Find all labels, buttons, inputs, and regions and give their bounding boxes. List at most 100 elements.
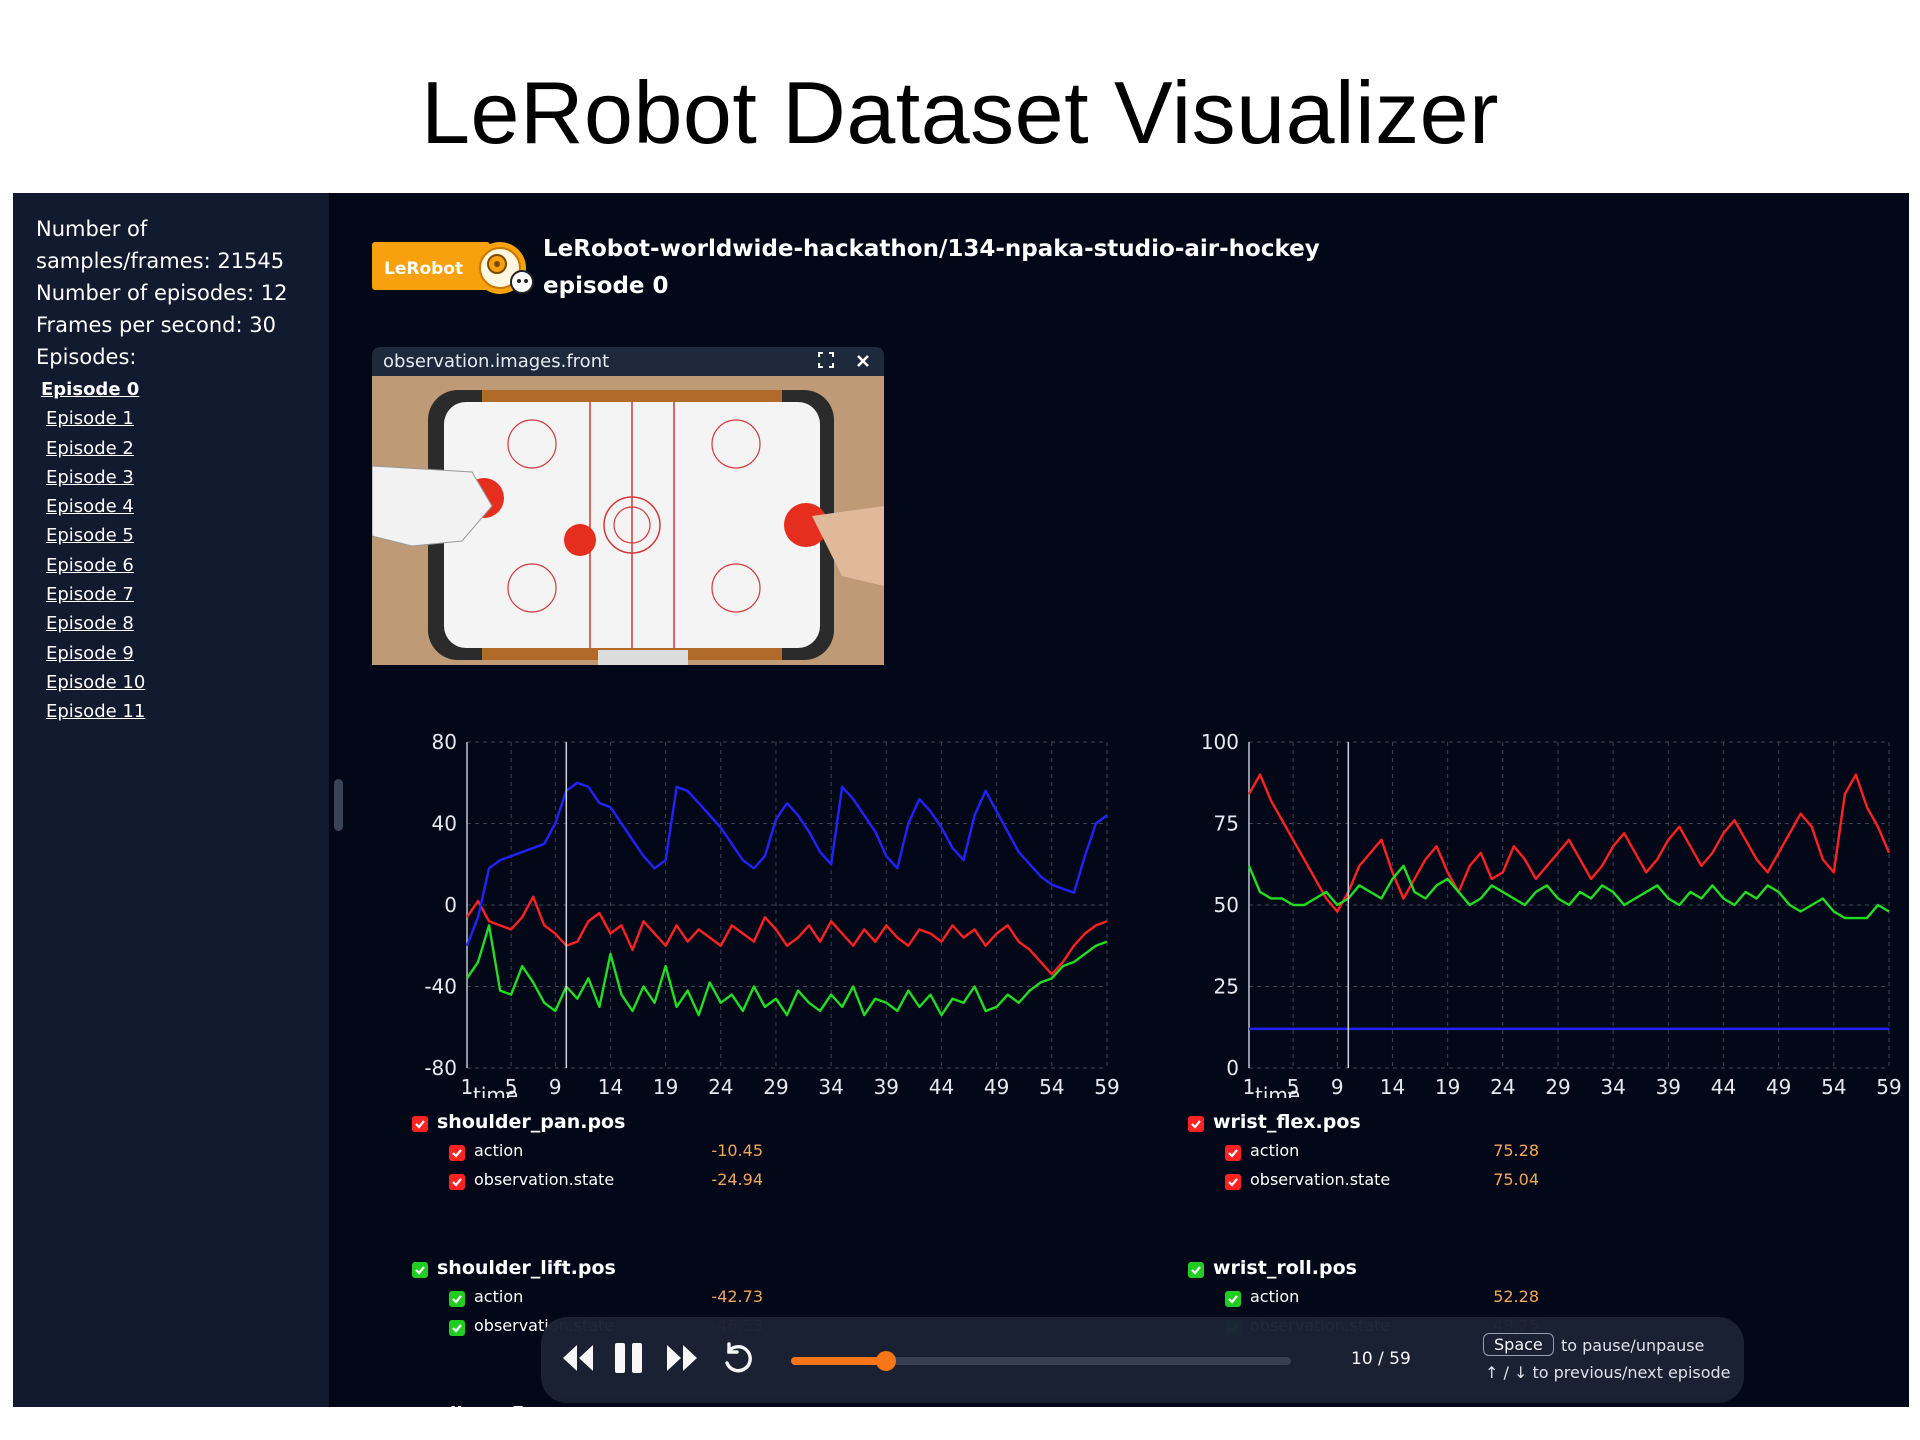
x-tick-label: 44 <box>929 1075 954 1098</box>
checkbox[interactable] <box>1188 1262 1204 1278</box>
video-titlebar: observation.images.front <box>372 347 884 376</box>
arrow-down-icon: ↓ <box>1513 1363 1528 1382</box>
visualizer-app: Number of samples/frames: 21545 Number o… <box>13 193 1909 1407</box>
episode-link[interactable]: Episode 7 <box>46 584 134 606</box>
y-tick-label: 80 <box>432 730 457 754</box>
x-tick-label: 54 <box>1821 1075 1846 1098</box>
legend-series-value: -42.73 <box>711 1287 763 1306</box>
series-line <box>466 924 1108 1017</box>
x-tick-label: 59 <box>1094 1075 1119 1098</box>
fullscreen-icon[interactable] <box>818 348 835 377</box>
legend-series-value: 52.28 <box>1493 1287 1539 1306</box>
series-line <box>1247 773 1891 913</box>
sidebar: Number of samples/frames: 21545 Number o… <box>13 193 329 1407</box>
close-icon[interactable] <box>856 348 870 377</box>
episode-link[interactable]: Episode 6 <box>46 554 134 576</box>
legend-group-label: wrist_flex.pos <box>1213 1111 1361 1133</box>
x-tick-label: 14 <box>598 1075 623 1098</box>
samples-label: Number of <box>36 217 148 241</box>
episode-link[interactable]: Episode 2 <box>46 437 134 459</box>
x-tick-label: 19 <box>653 1075 678 1098</box>
x-tick-label: 29 <box>1545 1075 1570 1098</box>
y-tick-label: -80 <box>424 1056 457 1080</box>
legend-group-label: shoulder_pan.pos <box>437 1111 626 1133</box>
episode-link[interactable]: Episode 10 <box>46 671 146 693</box>
legend-series-value: -24.94 <box>711 1170 763 1189</box>
restart-icon[interactable] <box>721 1341 755 1380</box>
x-tick-label: 1 <box>1243 1075 1256 1098</box>
samples-count: samples/frames: 21545 <box>36 249 285 273</box>
x-tick-label: 9 <box>1331 1075 1344 1098</box>
legend-series-value: 75.28 <box>1493 1141 1539 1160</box>
legend-left: shoulder_pan.pos action -10.45 observation.… <box>412 1111 813 1407</box>
playback-bar: 10 / 59 Space to pause/unpause ↑ / ↓ to … <box>541 1317 1744 1403</box>
y-tick-label: 50 <box>1214 893 1239 917</box>
video-frame[interactable] <box>372 376 884 665</box>
episode-link[interactable]: Episode 0 <box>41 379 140 400</box>
x-tick-label: 44 <box>1711 1075 1736 1098</box>
x-tick-label: 49 <box>984 1075 1009 1098</box>
legend-series-label: observation.state <box>1250 1170 1391 1189</box>
series-line <box>465 781 1108 947</box>
progress-track[interactable] <box>791 1351 1291 1371</box>
checkbox[interactable] <box>1225 1174 1241 1190</box>
rewind-icon[interactable] <box>561 1343 595 1378</box>
video-panel: observation.images.front <box>372 347 884 665</box>
legend-series-value: -10.45 <box>711 1141 763 1160</box>
checkbox[interactable] <box>412 1116 428 1132</box>
checkbox[interactable] <box>412 1262 428 1278</box>
y-tick-label: 40 <box>432 812 457 836</box>
episode-link[interactable]: Episode 1 <box>46 408 134 430</box>
checkbox[interactable] <box>449 1174 465 1190</box>
x-tick-label: 29 <box>763 1075 788 1098</box>
fast-forward-icon[interactable] <box>665 1343 699 1378</box>
checkbox[interactable] <box>449 1320 465 1336</box>
episodes-count: Number of episodes: 12 <box>36 281 288 305</box>
x-tick-label: 24 <box>708 1075 733 1098</box>
episode-list: Episode 0 Episode 1 Episode 2 Episode 3 Epis… <box>41 375 145 727</box>
x-axis-label: time <box>473 1083 518 1098</box>
pause-icon[interactable] <box>613 1341 645 1380</box>
checkbox[interactable] <box>1225 1145 1241 1161</box>
dataset-header: LeRobot-worldwide-hackathon/134-npaka-st… <box>543 231 1320 305</box>
x-axis-label: time <box>1255 1083 1300 1098</box>
repo-name: LeRobot-worldwide-hackathon/134-npaka-st… <box>543 236 1320 262</box>
episode-link[interactable]: Episode 5 <box>46 525 134 547</box>
page-title: LeRobot Dataset Visualizer <box>421 63 1499 162</box>
progress-thumb[interactable] <box>876 1351 896 1371</box>
y-tick-label: -40 <box>424 975 457 999</box>
arrow-up-icon: ↑ <box>1485 1363 1499 1382</box>
y-tick-label: 25 <box>1214 975 1239 999</box>
x-tick-label: 54 <box>1039 1075 1064 1098</box>
y-tick-label: 0 <box>1226 1056 1239 1080</box>
checkbox[interactable] <box>1225 1291 1241 1307</box>
x-tick-label: 14 <box>1380 1075 1405 1098</box>
episode-link[interactable]: Episode 9 <box>46 642 134 664</box>
x-tick-label: 59 <box>1876 1075 1901 1098</box>
legend-group-label: elbow_flex <box>437 1403 549 1407</box>
x-tick-label: 24 <box>1490 1075 1515 1098</box>
x-tick-label: 9 <box>549 1075 562 1098</box>
x-tick-label: 34 <box>1600 1075 1625 1098</box>
episode-link[interactable]: Episode 3 <box>46 466 134 488</box>
episode-link[interactable]: Episode 4 <box>46 496 134 518</box>
sidebar-resize-handle[interactable] <box>334 779 343 831</box>
y-tick-label: 0 <box>444 893 457 917</box>
x-tick-label: 5 <box>505 1075 518 1098</box>
fps-value: Frames per second: 30 <box>36 313 276 337</box>
checkbox[interactable] <box>1188 1116 1204 1132</box>
x-tick-label: 5 <box>1287 1075 1300 1098</box>
lerobot-logo: LeRobot <box>372 240 542 296</box>
checkbox[interactable] <box>449 1145 465 1161</box>
x-tick-label: 1 <box>461 1075 474 1098</box>
x-tick-label: 39 <box>1656 1075 1681 1098</box>
episode-link[interactable]: Episode 8 <box>46 613 134 635</box>
checkbox[interactable] <box>449 1291 465 1307</box>
episode-link[interactable]: Episode 11 <box>46 701 146 723</box>
x-tick-label: 19 <box>1435 1075 1460 1098</box>
arrows-hint-text: to previous/next episode <box>1532 1363 1731 1382</box>
series-line <box>1247 864 1890 920</box>
x-tick-label: 39 <box>874 1075 899 1098</box>
